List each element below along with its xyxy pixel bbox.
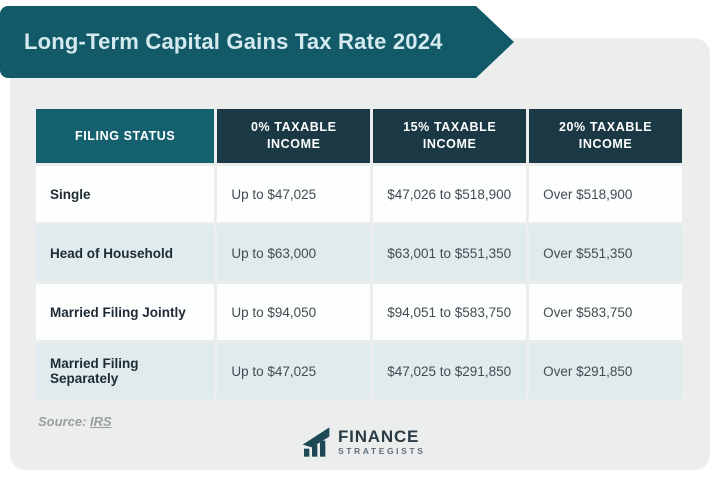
table-row-single: Single Up to $47,025 $47,026 to $518,900… bbox=[36, 166, 682, 222]
cell-15-percent: $47,026 to $518,900 bbox=[373, 166, 527, 222]
cell-15-percent: $63,001 to $551,350 bbox=[373, 225, 527, 281]
page-title: Long-Term Capital Gains Tax Rate 2024 bbox=[24, 29, 443, 54]
column-header-filing-status: FILING STATUS bbox=[36, 109, 215, 163]
title-banner: Long-Term Capital Gains Tax Rate 2024 bbox=[0, 6, 514, 78]
column-header-15-percent: 15% TAXABLE INCOME bbox=[373, 109, 527, 163]
finance-strategists-logo: FINANCE STRATEGISTS bbox=[300, 426, 425, 458]
logo-subtitle: STRATEGISTS bbox=[338, 446, 426, 457]
source-label: Source: bbox=[38, 414, 87, 429]
cell-filing-status: Married Filing Separately bbox=[36, 343, 215, 399]
cell-0-percent: Up to $63,000 bbox=[217, 225, 371, 281]
logo-name: FINANCE bbox=[338, 427, 420, 447]
cell-20-percent: Over $583,750 bbox=[529, 284, 682, 340]
cell-15-percent: $47,025 to $291,850 bbox=[373, 343, 527, 399]
source-attribution: Source: IRS bbox=[38, 414, 112, 429]
cell-filing-status: Head of Household bbox=[36, 225, 215, 281]
column-header-0-percent: 0% TAXABLE INCOME bbox=[217, 109, 371, 163]
cell-20-percent: Over $551,350 bbox=[529, 225, 682, 281]
table-row-married-jointly: Married Filing Jointly Up to $94,050 $94… bbox=[36, 284, 682, 340]
cell-0-percent: Up to $47,025 bbox=[217, 343, 371, 399]
growth-bars-flag-icon bbox=[302, 427, 330, 457]
cell-filing-status: Single bbox=[36, 166, 215, 222]
cell-20-percent: Over $518,900 bbox=[529, 166, 682, 222]
cell-0-percent: Up to $47,025 bbox=[217, 166, 371, 222]
column-header-20-percent: 20% TAXABLE INCOME bbox=[529, 109, 682, 163]
tax-rate-table: FILING STATUS 0% TAXABLE INCOME 15% TAXA… bbox=[33, 106, 685, 402]
source-link-irs[interactable]: IRS bbox=[90, 414, 112, 429]
cell-15-percent: $94,051 to $583,750 bbox=[373, 284, 527, 340]
logo-wordmark: FINANCE STRATEGISTS bbox=[338, 428, 425, 456]
cell-0-percent: Up to $94,050 bbox=[217, 284, 371, 340]
table-row-married-separately: Married Filing Separately Up to $47,025 … bbox=[36, 343, 682, 399]
table-header-row: FILING STATUS 0% TAXABLE INCOME 15% TAXA… bbox=[36, 109, 682, 163]
table-row-head-of-household: Head of Household Up to $63,000 $63,001 … bbox=[36, 225, 682, 281]
cell-20-percent: Over $291,850 bbox=[529, 343, 682, 399]
cell-filing-status: Married Filing Jointly bbox=[36, 284, 215, 340]
